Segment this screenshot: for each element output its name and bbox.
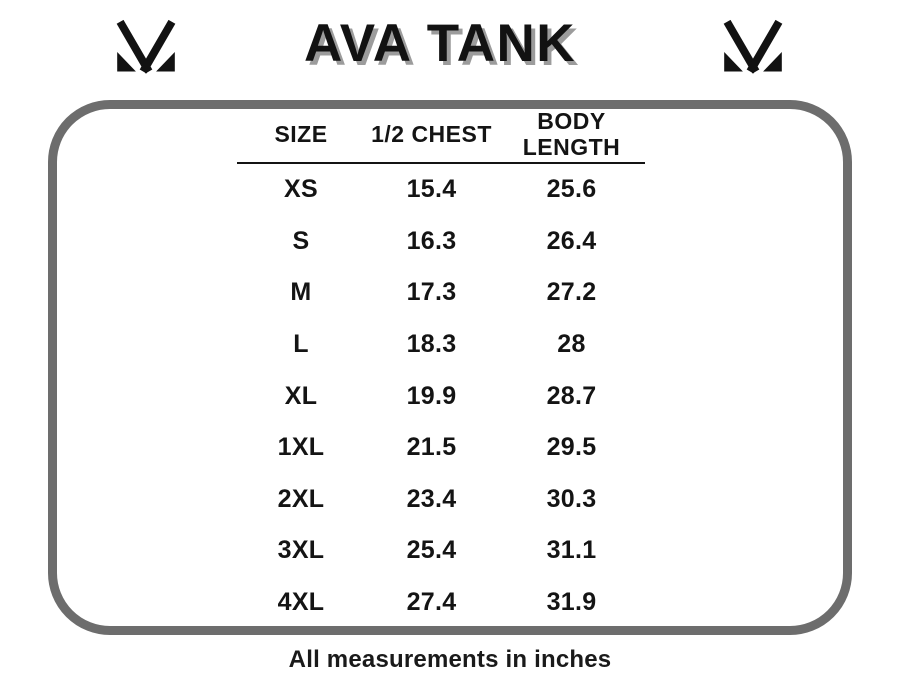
table-header-row: SIZE 1/2 CHEST BODY LENGTH: [237, 106, 645, 164]
table-row: XS 15.4 25.6: [237, 164, 645, 216]
cell-size: S: [292, 226, 310, 255]
cell-chest: 15.4: [406, 175, 457, 204]
cell-size: XS: [284, 175, 318, 204]
cell-size: 1XL: [277, 433, 325, 462]
cell-chest: 16.3: [406, 226, 457, 255]
cell-chest: 19.9: [406, 381, 457, 410]
cell-chest: 23.4: [406, 484, 457, 513]
measurements-note: All measurements in inches: [288, 646, 612, 673]
table-row: 3XL 25.4 31.1: [237, 525, 645, 577]
brand-m-logo-left-icon: [116, 19, 176, 74]
size-chart-table: SIZE 1/2 CHEST BODY LENGTH XS 15.4 25.6 …: [237, 106, 645, 628]
column-header-size: SIZE: [274, 121, 328, 147]
table-row: S 16.3 26.4: [237, 216, 645, 268]
table-row: XL 19.9 28.7: [237, 370, 645, 422]
cell-chest: 25.4: [406, 536, 457, 565]
cell-size: 3XL: [277, 536, 325, 565]
cell-length: 28: [557, 330, 586, 359]
cell-size: 4XL: [277, 588, 325, 617]
column-header-half-chest: 1/2 CHEST: [371, 121, 492, 147]
cell-length: 26.4: [546, 226, 597, 255]
cell-chest: 27.4: [406, 588, 457, 617]
cell-size: M: [290, 278, 312, 307]
page-title: AVA TANK: [303, 14, 577, 73]
cell-length: 28.7: [546, 381, 597, 410]
cell-length: 25.6: [546, 175, 597, 204]
cell-chest: 18.3: [406, 330, 457, 359]
cell-size: 2XL: [277, 484, 325, 513]
cell-length: 31.1: [546, 536, 597, 565]
cell-size: L: [293, 330, 309, 359]
table-row: 4XL 27.4 31.9: [237, 577, 645, 629]
size-chart-frame: [48, 100, 852, 635]
cell-length: 29.5: [546, 433, 597, 462]
column-header-body-length: BODY LENGTH: [522, 108, 621, 160]
cell-chest: 21.5: [406, 433, 457, 462]
table-row: 1XL 21.5 29.5: [237, 422, 645, 474]
table-row: L 18.3 28: [237, 319, 645, 371]
table-row: M 17.3 27.2: [237, 267, 645, 319]
cell-length: 30.3: [546, 484, 597, 513]
cell-size: XL: [284, 381, 318, 410]
brand-m-logo-right-icon: [723, 19, 783, 74]
cell-length: 27.2: [546, 278, 597, 307]
cell-chest: 17.3: [406, 278, 457, 307]
table-row: 2XL 23.4 30.3: [237, 474, 645, 526]
cell-length: 31.9: [546, 588, 597, 617]
